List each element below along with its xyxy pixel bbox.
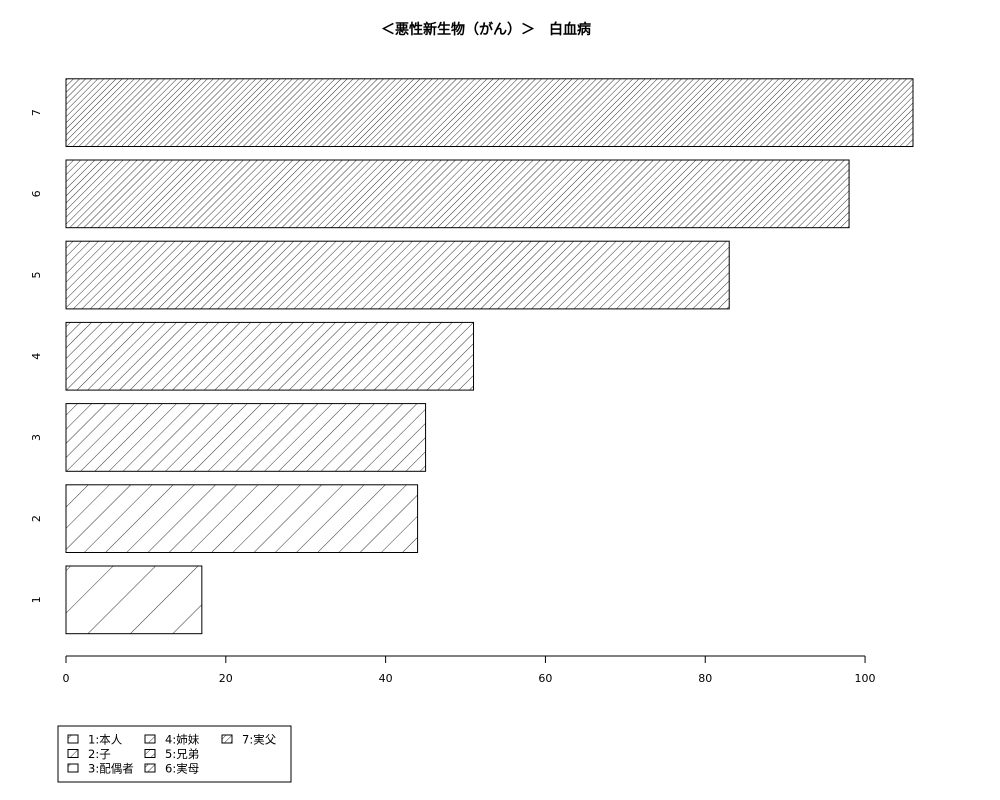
bar-5 [65, 240, 730, 310]
bar-2 [65, 484, 419, 553]
y-tick-label: 4 [30, 353, 43, 360]
x-tick-label: 40 [379, 672, 393, 685]
x-tick-label: 60 [538, 672, 552, 685]
y-tick-label: 1 [30, 596, 43, 603]
y-tick-label: 5 [30, 272, 43, 279]
legend-entry: 1:本人 [88, 733, 123, 747]
legend-swatch [144, 749, 156, 758]
bar-3 [65, 403, 427, 472]
legend-entry: 5:兄弟 [165, 747, 199, 761]
bar-7 [65, 78, 914, 147]
x-axis: 0 20 40 60 80 100 [63, 655, 876, 685]
bar-1 [65, 565, 203, 635]
legend-swatch [221, 734, 233, 744]
y-tick-label: 3 [30, 434, 43, 441]
legend-swatch [144, 763, 156, 773]
legend-box [57, 725, 292, 783]
y-axis-labels: 1 2 3 4 5 6 7 [30, 109, 43, 603]
legend-entry: 4:姉妹 [165, 733, 200, 747]
legend-entry: 6:実母 [165, 762, 199, 776]
legend-entry: 3:配偶者 [88, 762, 134, 776]
legend-swatch [67, 763, 79, 773]
bar-4 [65, 321, 475, 391]
legend-entry: 7:実父 [242, 733, 277, 747]
chart-title: ＜悪性新生物（がん）＞ 白血病 [381, 21, 591, 38]
x-tick-label: 0 [63, 672, 70, 685]
x-tick-label: 80 [698, 672, 712, 685]
x-tick-label: 100 [855, 672, 876, 685]
bars-group [65, 78, 914, 635]
y-tick-label: 7 [30, 109, 43, 116]
y-tick-label: 6 [30, 190, 43, 197]
y-tick-label: 2 [30, 515, 43, 522]
legend-swatch [144, 734, 156, 744]
x-tick-label: 20 [219, 672, 233, 685]
legend: 1:本人2:子3:配偶者 4:姉妹5:兄弟6:実母 7:実父 [57, 725, 292, 783]
bar-6 [65, 159, 850, 229]
legend-swatch [67, 734, 79, 744]
legend-swatch [67, 749, 79, 758]
legend-entry: 2:子 [88, 747, 111, 761]
